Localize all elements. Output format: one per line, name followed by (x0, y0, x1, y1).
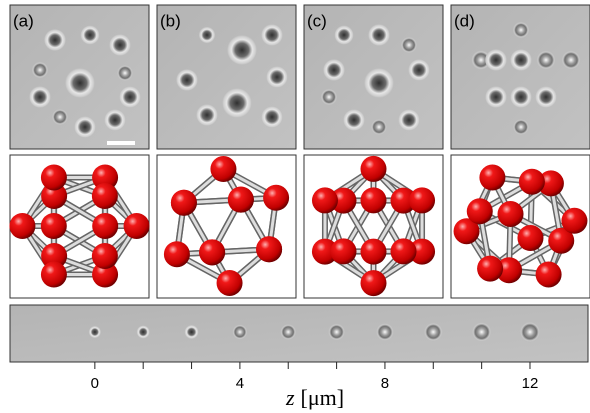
x-tick-label: 8 (381, 375, 389, 392)
particle (520, 322, 540, 342)
atom (210, 156, 236, 182)
atom (263, 185, 289, 211)
particle (261, 106, 283, 128)
atom (498, 201, 524, 227)
atom (536, 261, 562, 287)
particle (537, 51, 556, 70)
atom (409, 187, 435, 213)
particle (485, 86, 507, 108)
particle (398, 109, 420, 131)
particle (227, 35, 257, 65)
particle (266, 66, 288, 88)
panel-label: (b) (160, 11, 181, 30)
atom (41, 164, 67, 190)
particle (424, 323, 443, 342)
x-tick-label: 12 (522, 375, 539, 392)
atom (217, 270, 243, 296)
atom (164, 241, 190, 267)
panel-label: (c) (307, 11, 327, 30)
particle (485, 49, 507, 71)
figure: (a) (b) (c) (d) 0 4 8 12 z[μm] (0, 0, 590, 413)
atom (517, 225, 543, 251)
panel-label: (d) (454, 11, 475, 30)
particle (368, 24, 390, 46)
x-tick-label: 0 (91, 375, 99, 392)
scale-bar (107, 141, 135, 145)
atom (199, 239, 225, 265)
particle (52, 109, 68, 125)
particle (119, 86, 141, 108)
atom (41, 213, 67, 239)
atom (561, 208, 587, 234)
atom (361, 187, 387, 213)
particle (89, 326, 101, 338)
particle (408, 59, 430, 81)
atom (361, 156, 387, 182)
particle (335, 26, 354, 45)
particle (44, 29, 66, 51)
particle (472, 322, 491, 341)
particle (32, 62, 48, 78)
particle (222, 88, 252, 118)
atom (477, 256, 503, 282)
particle (535, 86, 557, 108)
particle (328, 324, 345, 341)
particle (321, 89, 337, 105)
atom (467, 198, 493, 224)
atom (519, 169, 545, 195)
atom (361, 239, 387, 265)
x-tick-label: 4 (236, 375, 244, 392)
particle (117, 65, 133, 81)
particle (376, 323, 394, 341)
axis-unit: [μm] (301, 385, 345, 410)
particle (280, 324, 296, 340)
particle (513, 22, 529, 38)
particle (137, 326, 150, 339)
atom (479, 165, 505, 191)
particle (74, 116, 96, 138)
particle (29, 86, 51, 108)
atom (312, 187, 338, 213)
axis-variable: z (285, 385, 295, 410)
particle (81, 26, 100, 45)
atom (331, 238, 357, 264)
atom (92, 243, 118, 269)
particle (371, 119, 387, 135)
particle (510, 49, 532, 71)
atom (361, 270, 387, 296)
atom (171, 190, 197, 216)
particle (513, 119, 529, 135)
atom (9, 213, 35, 239)
atom (41, 262, 67, 288)
particle (401, 37, 417, 53)
particle (343, 109, 365, 131)
particle (562, 51, 581, 70)
atom (256, 236, 282, 262)
particle (364, 68, 394, 98)
particle (176, 69, 198, 91)
atom (228, 187, 254, 213)
atom (92, 213, 118, 239)
atom (124, 213, 150, 239)
atom (92, 183, 118, 209)
particle (109, 34, 131, 56)
particle (104, 109, 126, 131)
particle (196, 104, 218, 126)
particle (510, 86, 532, 108)
atom (391, 238, 417, 264)
particle (232, 325, 247, 340)
particle (323, 59, 345, 81)
particle (65, 68, 95, 98)
panel-label: (a) (13, 11, 34, 30)
axis-label: z[μm] (285, 385, 344, 410)
particle (199, 27, 215, 43)
particle (185, 325, 199, 339)
particle (261, 24, 283, 46)
